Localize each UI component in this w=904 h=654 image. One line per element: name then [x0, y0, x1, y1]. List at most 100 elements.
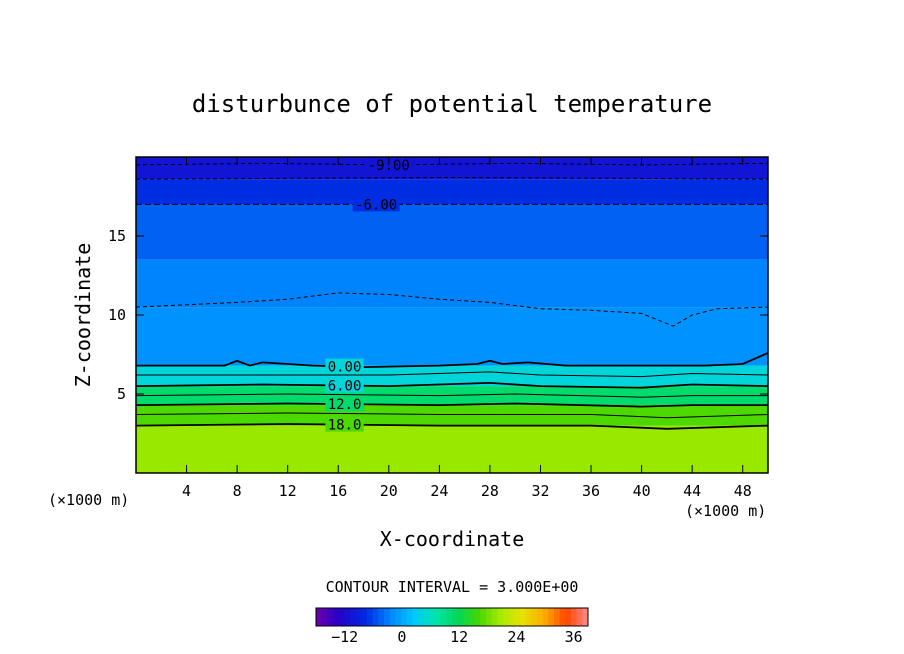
- colorbar-cell: [514, 608, 521, 626]
- colorbar-cell: [423, 608, 430, 626]
- colorbar-cell: [321, 608, 328, 626]
- contour-line-5: [136, 371, 769, 378]
- colorbar-cell: [446, 608, 453, 626]
- colorbar-cell: [531, 608, 538, 626]
- contour-line-1: [135, 176, 769, 180]
- x-tick-label: 44: [683, 482, 701, 500]
- colorbar-tick-label: 36: [565, 628, 583, 646]
- color-layer-0: [136, 425, 768, 473]
- contour-label-8: 12.0: [328, 397, 362, 413]
- colorbar-cell: [457, 608, 464, 626]
- x-tick-label: 48: [734, 482, 752, 500]
- colorbar-cell: [486, 608, 493, 626]
- colorbar-cell: [480, 608, 487, 626]
- colorbar-cell: [463, 608, 470, 626]
- contour-line-3: [135, 292, 769, 327]
- contour-label-4: 0.00: [328, 360, 362, 376]
- contour-line-9: [135, 412, 769, 419]
- contour-label-bg-2: [352, 196, 400, 212]
- colorbar-cell: [372, 608, 379, 626]
- colorbar-ticks: −12 0 12 24 36: [331, 628, 583, 646]
- colorbar-cell: [469, 608, 476, 626]
- contour-line-4: [136, 352, 769, 369]
- colorbar-cell: [412, 608, 419, 626]
- chart-title: disturbunce of potential temperature: [192, 90, 712, 118]
- contour-line-0: [135, 162, 769, 166]
- contour-label-bg-10: [325, 416, 364, 432]
- colorbar-cell: [327, 608, 334, 626]
- colorbar-cell: [316, 608, 323, 626]
- colorbar-cell: [338, 608, 345, 626]
- colorbar-cell: [565, 608, 572, 626]
- colorbar-cell: [508, 608, 515, 626]
- colorbar-tick-label: 0: [397, 628, 406, 646]
- colorbar-tick-label: −12: [331, 628, 358, 646]
- x-tick-label: 36: [582, 482, 600, 500]
- x-tick-label: 24: [430, 482, 448, 500]
- colorbar-cell: [344, 608, 351, 626]
- colorbar-cell: [401, 608, 408, 626]
- x-axis-unit-right: (×1000 m): [685, 502, 766, 520]
- color-layer-5: [136, 259, 768, 308]
- colorbar-cell: [361, 608, 368, 626]
- colorbar-cell: [503, 608, 510, 626]
- colorbar-frame: [315, 607, 589, 627]
- contour-label-bg-8: [325, 396, 364, 412]
- colorbar-cell: [395, 608, 402, 626]
- contour-interval-label: CONTOUR INTERVAL = 3.000E+00: [326, 578, 579, 596]
- y-tick-label: 5: [117, 385, 126, 403]
- colorbar-cell: [520, 608, 527, 626]
- colorbar-cell: [525, 608, 532, 626]
- colorbar-cell: [418, 608, 425, 626]
- colorbar-cell: [491, 608, 498, 626]
- colorbar-cell: [350, 608, 357, 626]
- colorbar-cell: [435, 608, 442, 626]
- colorbar-cell: [406, 608, 413, 626]
- x-tick-label: 16: [329, 482, 347, 500]
- y-axis-label: Z-coordinate: [71, 243, 95, 388]
- contour-label-2: -6.00: [355, 197, 397, 213]
- colorbar-cell: [554, 608, 561, 626]
- contour-line-6: [135, 381, 769, 389]
- colorbar-cell: [355, 608, 362, 626]
- colorbar-cell: [333, 608, 340, 626]
- contour-label-bg-4: [325, 358, 364, 374]
- contour-label-10: 18.0: [328, 418, 362, 434]
- contour-lines: [135, 162, 769, 430]
- color-layer-3: [136, 365, 768, 387]
- y-tick-label: 10: [108, 306, 126, 324]
- colorbar-cell: [542, 608, 549, 626]
- x-axis-unit-left: (×1000 m): [48, 491, 129, 509]
- x-tick-label: 40: [633, 482, 651, 500]
- colorbar: [315, 607, 589, 627]
- colorbar-cell: [474, 608, 481, 626]
- colorbar-cell: [367, 608, 374, 626]
- x-axis-label: X-coordinate: [380, 527, 525, 551]
- colorbar-cell: [378, 608, 385, 626]
- color-layer-8: [136, 157, 768, 180]
- colorbar-cell: [548, 608, 555, 626]
- contour-line-7: [135, 393, 768, 398]
- colorbar-cell: [429, 608, 436, 626]
- color-layer-4: [136, 307, 768, 366]
- contour-labels: -9.00 -6.00 0.00 6.00 12.0 18.0: [325, 156, 413, 434]
- x-tick-label: 8: [233, 482, 242, 500]
- colorbar-cell: [571, 608, 578, 626]
- colorbar-cell: [389, 608, 396, 626]
- colorbar-tick-label: 12: [450, 628, 468, 646]
- contour-label-6: 6.00: [328, 379, 362, 395]
- x-tick-label: 12: [279, 482, 297, 500]
- contour-label-0: -9.00: [368, 158, 410, 174]
- color-layer-7: [136, 179, 768, 205]
- contour-line-10: [135, 423, 769, 430]
- colorbar-tick-label: 24: [507, 628, 525, 646]
- contour-label-bg-6: [325, 377, 364, 393]
- x-tick-label: 4: [182, 482, 191, 500]
- color-layer-6: [136, 204, 768, 260]
- colorbar-cell: [537, 608, 544, 626]
- y-tick-label: 15: [108, 227, 126, 245]
- colorbar-cell: [440, 608, 447, 626]
- color-fill-layers: [136, 157, 768, 473]
- x-axis-ticks: 4 8 12 16 20 24 28 32 36 40 44 48: [182, 157, 752, 500]
